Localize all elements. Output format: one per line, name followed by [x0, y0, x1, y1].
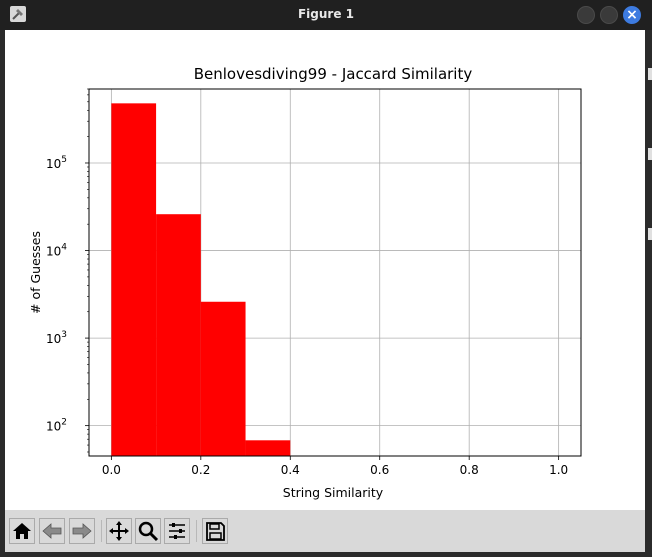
title-bar[interactable]: Figure 1 ×: [0, 0, 652, 30]
figure-canvas[interactable]: 0.0 0.2 0.4 0.6 0.8 1.0 102 103 104 105 Benlovesd…: [5, 30, 645, 510]
back-button[interactable]: [39, 518, 65, 544]
forward-arrow-icon: [72, 523, 92, 539]
subplots-icon: [169, 523, 185, 539]
y-tick-label: 104: [46, 243, 67, 259]
x-tick-label: 0.2: [191, 463, 210, 477]
zoom-icon: [138, 521, 159, 542]
window-title: Figure 1: [297, 7, 355, 21]
back-arrow-icon: [42, 523, 62, 539]
window-edge-marker: [648, 68, 652, 80]
maximize-button[interactable]: [600, 6, 618, 24]
histogram-bar: [156, 214, 201, 456]
pan-button[interactable]: [106, 518, 132, 544]
x-tick-label: 0.8: [460, 463, 479, 477]
toolbar-separator: [196, 520, 197, 542]
save-icon: [206, 522, 225, 541]
home-icon: [13, 523, 31, 539]
zoom-button[interactable]: [135, 518, 161, 544]
y-tick-label: 105: [46, 155, 67, 171]
close-icon: ×: [626, 7, 638, 23]
home-button[interactable]: [9, 518, 35, 544]
pan-icon: [109, 521, 129, 541]
chart-title: Benlovesdiving99 - Jaccard Similarity: [194, 65, 473, 83]
x-tick-label: 1.0: [549, 463, 568, 477]
window-edge-marker: [648, 228, 652, 240]
y-tick-label: 103: [46, 330, 67, 346]
navigation-toolbar: [5, 510, 645, 552]
x-tick-label: 0.4: [281, 463, 300, 477]
x-tick-label: 0.0: [102, 463, 121, 477]
y-axis-label: # of Guesses: [28, 231, 43, 314]
chart: 0.0 0.2 0.4 0.6 0.8 1.0 102 103 104 105 Benlovesd…: [28, 65, 582, 500]
histogram-bar: [111, 103, 157, 457]
window-edge-marker: [648, 148, 652, 160]
x-tick-label: 0.6: [370, 463, 389, 477]
forward-button[interactable]: [69, 518, 95, 544]
axes-frame: [88, 88, 582, 457]
histogram-bar: [200, 301, 246, 456]
minimize-button[interactable]: [577, 6, 595, 24]
x-axis-label: String Similarity: [283, 485, 384, 500]
save-button[interactable]: [202, 518, 228, 544]
toolbar-separator: [101, 520, 102, 542]
close-button[interactable]: ×: [623, 6, 641, 24]
y-tick-label: 102: [46, 418, 67, 434]
histogram-bar: [245, 440, 291, 456]
subplots-button[interactable]: [164, 518, 190, 544]
app-icon: [10, 6, 26, 22]
